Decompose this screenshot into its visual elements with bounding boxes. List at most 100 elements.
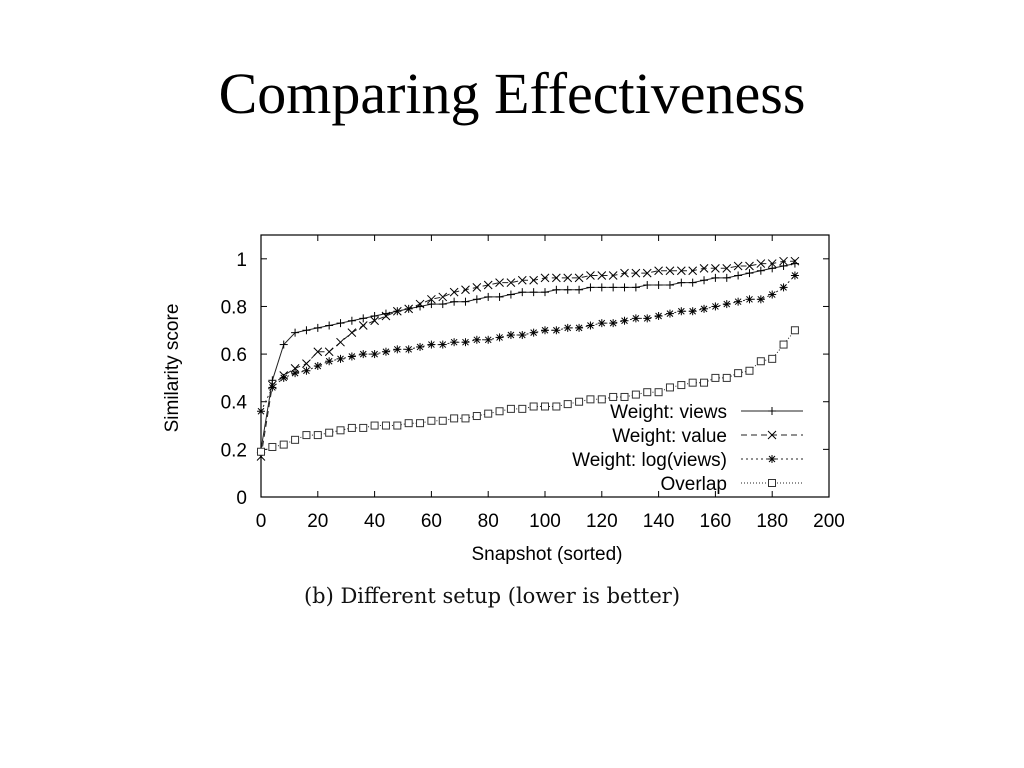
plus-point — [688, 278, 697, 287]
star-point — [643, 314, 652, 323]
x-point — [552, 273, 561, 283]
plus-point — [279, 340, 288, 349]
x-point — [620, 268, 629, 278]
star-point — [563, 323, 572, 332]
x-tick-label: 20 — [307, 511, 328, 532]
star-point — [609, 319, 618, 328]
plus-point — [620, 283, 629, 292]
x-tick-label: 0 — [256, 511, 267, 532]
plus-point — [768, 407, 776, 415]
square-point — [756, 357, 765, 366]
square-point — [529, 402, 538, 411]
x-point — [370, 316, 379, 326]
square-point — [381, 421, 390, 430]
square-point — [472, 412, 481, 421]
plus-point — [677, 278, 686, 287]
plus-point — [597, 283, 606, 292]
x-point — [688, 266, 698, 276]
plus-point — [643, 281, 652, 290]
legend-label: Weight: views — [610, 402, 727, 423]
star-point — [665, 309, 674, 318]
y-axis-label: Similarity score — [162, 304, 183, 433]
star-point — [279, 373, 288, 382]
plus-point — [268, 376, 277, 385]
plus-point — [472, 295, 481, 304]
plus-point — [461, 297, 470, 306]
x-point — [779, 256, 788, 266]
x-point — [336, 337, 345, 347]
square-point — [279, 440, 288, 449]
plus-point — [609, 283, 618, 292]
plus-point — [484, 292, 493, 301]
x-point — [461, 285, 470, 295]
series-3 — [257, 326, 799, 456]
x-point — [586, 271, 595, 280]
plus-point — [563, 285, 572, 294]
y-tick-label: 0.4 — [221, 393, 248, 414]
star-point — [586, 321, 595, 330]
square-point — [790, 326, 799, 335]
x-tick-label: 100 — [529, 511, 561, 532]
star-point — [325, 357, 334, 366]
x-point — [449, 287, 459, 297]
square-point — [461, 414, 470, 423]
square-point — [711, 373, 720, 382]
star-point — [268, 383, 277, 392]
square-point — [552, 402, 561, 411]
square-point — [404, 419, 413, 428]
x-point — [358, 321, 368, 330]
plus-point — [665, 281, 674, 290]
square-point — [302, 431, 311, 440]
star-point — [381, 347, 390, 356]
star-point — [427, 340, 436, 349]
plus-point — [359, 314, 368, 323]
x-point — [302, 359, 311, 368]
square-point — [597, 395, 606, 404]
square-point — [336, 426, 345, 435]
star-point — [529, 328, 538, 337]
star-point — [620, 316, 629, 325]
square-point — [688, 378, 697, 387]
x-point — [438, 292, 448, 302]
x-point — [529, 275, 538, 285]
plus-point — [631, 283, 640, 292]
plus-point — [768, 264, 777, 273]
star-point — [472, 335, 481, 344]
x-point — [563, 273, 573, 283]
square-point — [745, 366, 754, 375]
plus-point — [654, 281, 663, 290]
plus-point — [336, 319, 345, 328]
x-point — [722, 263, 732, 273]
series-0 — [257, 259, 799, 454]
square-point — [665, 383, 674, 392]
y-tick-label: 0.2 — [221, 440, 247, 461]
star-point — [393, 345, 402, 354]
series-2 — [257, 271, 799, 416]
y-tick-label: 0.8 — [221, 297, 247, 318]
x-point — [506, 278, 516, 287]
star-point — [416, 342, 425, 351]
square-point — [643, 388, 652, 397]
x-tick-label: 140 — [643, 511, 675, 532]
x-point — [347, 328, 357, 338]
plus-point — [438, 300, 447, 309]
star-point — [484, 335, 493, 344]
star-point — [302, 366, 311, 375]
plus-point — [700, 276, 709, 285]
plus-point — [756, 266, 765, 275]
x-point — [699, 263, 709, 273]
plus-point — [427, 300, 436, 309]
square-point — [518, 404, 527, 413]
square-point — [484, 409, 493, 418]
x-point — [472, 283, 482, 292]
slide-title: Comparing Effectiveness — [218, 61, 806, 126]
plus-point — [347, 316, 356, 325]
plus-point — [541, 288, 549, 297]
legend-label: Weight: value — [612, 426, 727, 447]
star-point — [404, 345, 413, 354]
plus-point — [506, 290, 515, 299]
plus-point — [291, 328, 300, 337]
star-point — [336, 354, 345, 363]
x-point — [745, 261, 754, 271]
